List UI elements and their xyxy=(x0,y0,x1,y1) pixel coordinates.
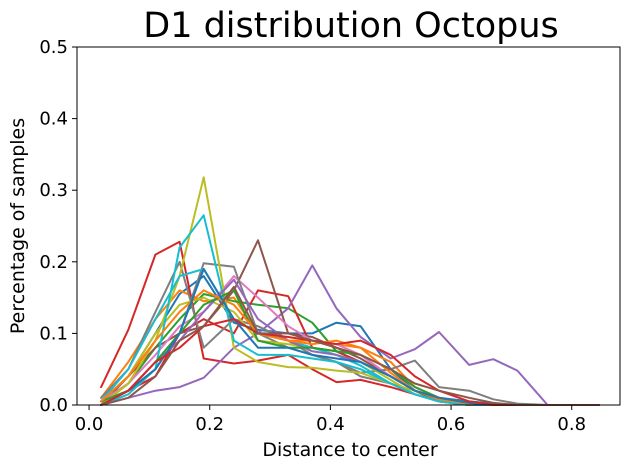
y-axis-title: Percentage of samples xyxy=(7,118,29,334)
x-tick-label: 0.6 xyxy=(437,414,466,435)
y-tick-label: 0.4 xyxy=(39,109,68,130)
y-tick-label: 0.2 xyxy=(39,252,68,273)
x-axis-title: Distance to center xyxy=(262,439,438,461)
series-line-11 xyxy=(101,177,599,405)
y-tick-label: 0.3 xyxy=(39,180,68,201)
plot-lines xyxy=(101,177,599,405)
y-axis-ticks: 0.0 0.1 0.2 0.3 0.4 0.5 xyxy=(39,37,77,416)
x-tick-label: 0.2 xyxy=(195,414,224,435)
x-tick-label: 0.4 xyxy=(316,414,345,435)
chart-title: D1 distribution Octopus xyxy=(143,6,559,46)
y-tick-label: 0.5 xyxy=(39,37,68,58)
x-axis-ticks: 0.0 0.2 0.4 0.6 0.8 xyxy=(75,405,586,435)
y-tick-label: 0.1 xyxy=(39,323,68,344)
x-tick-label: 0.0 xyxy=(75,414,104,435)
y-tick-label: 0.0 xyxy=(39,395,68,416)
x-tick-label: 0.8 xyxy=(557,414,586,435)
